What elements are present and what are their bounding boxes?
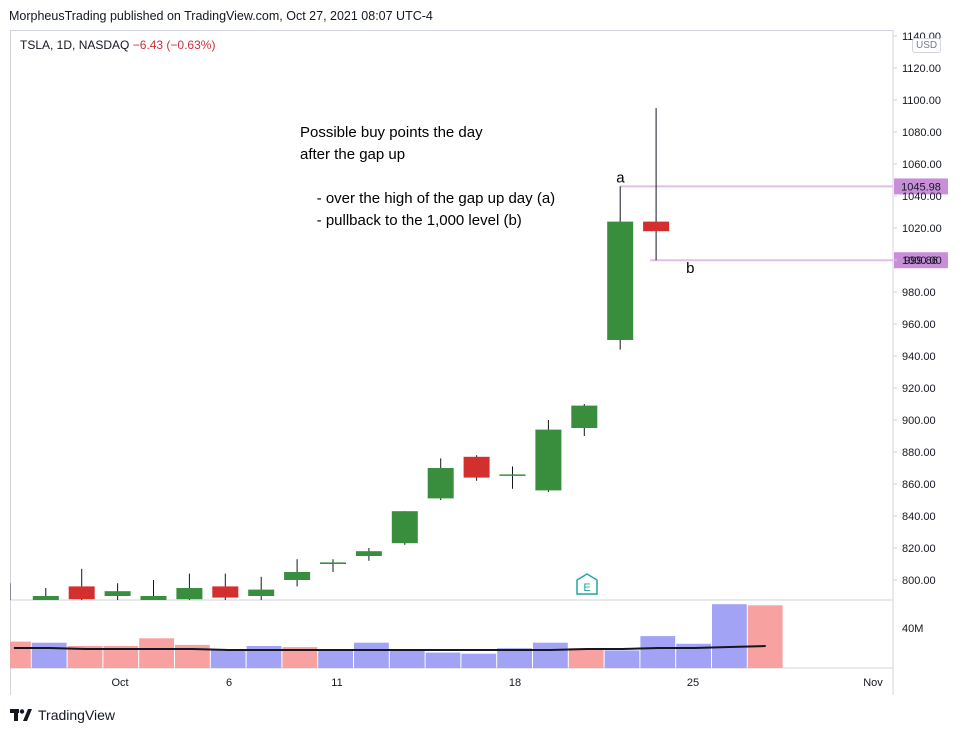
volume-bar <box>282 647 318 668</box>
tradingview-logo[interactable]: TradingView <box>10 707 115 723</box>
volume-bar <box>568 648 604 668</box>
volume-bar <box>10 641 31 668</box>
earnings-marker-shape <box>576 573 598 595</box>
volume-bar <box>712 604 747 668</box>
y-tick-label: 900.00 <box>902 415 936 427</box>
volume-tick-label: 40M <box>902 623 923 635</box>
candle-body <box>176 588 203 600</box>
candle-body <box>68 586 95 600</box>
y-tick-label: 1080.00 <box>902 127 942 139</box>
volume-bar <box>31 642 67 668</box>
chart-annotation-note: Possible buy points the day after the ga… <box>300 124 556 229</box>
y-tick-label: 1040.00 <box>902 191 942 203</box>
y-tick-label: 860.00 <box>902 479 936 491</box>
volume-bar <box>139 638 174 668</box>
y-tick-label: 920.00 <box>902 383 936 395</box>
volume-bar <box>210 649 246 668</box>
candle-body <box>320 562 346 564</box>
x-tick-label: Nov <box>863 677 883 689</box>
candle-body <box>104 591 131 596</box>
candle-body <box>0 609 23 612</box>
y-tick-label: 840.00 <box>902 511 936 523</box>
volume-bar <box>461 653 497 668</box>
y-tick-label: 880.00 <box>902 447 936 459</box>
candle-body <box>248 589 275 596</box>
level-marker-b: b <box>686 260 694 277</box>
currency-badge[interactable]: USD <box>912 38 942 53</box>
y-tick-label: 820.00 <box>902 543 936 555</box>
chart-frame <box>10 30 893 695</box>
y-tick-label: 960.00 <box>902 319 936 331</box>
volume-bar <box>604 650 640 668</box>
price-level-label-bg <box>894 178 948 195</box>
candle-body <box>643 221 670 232</box>
y-tick-label: 980.00 <box>902 287 936 299</box>
symbol-legend[interactable]: TSLA, 1D, NASDAQ −6.43 (−0.63%) <box>20 38 215 52</box>
candle-body <box>32 596 59 600</box>
brand-name: TradingView <box>38 707 116 723</box>
price-pane <box>0 108 893 612</box>
volume-bar <box>318 650 353 668</box>
x-tick-label: 25 <box>687 677 699 689</box>
volume-bar <box>533 642 568 668</box>
symbol-name: TSLA, 1D, NASDAQ <box>20 38 130 52</box>
price-level-label: 1045.98 <box>901 181 941 193</box>
volume-ma-line <box>13 645 766 651</box>
candle-body <box>607 221 634 340</box>
volume-bar <box>425 652 461 668</box>
candle-body <box>499 474 526 476</box>
candle-body <box>535 429 562 491</box>
price-level-label: 999.86 <box>904 255 938 267</box>
y-tick-label: 1000.00 <box>902 255 942 267</box>
x-tick-label: Oct <box>111 677 128 689</box>
x-tick-label: 11 <box>331 677 342 689</box>
volume-bar <box>246 646 282 668</box>
y-tick-label: 800.00 <box>902 575 936 587</box>
y-tick-label: 940.00 <box>902 351 936 363</box>
y-tick-label: 1060.00 <box>902 159 942 171</box>
y-tick-label: 1020.00 <box>902 223 942 235</box>
candle-body <box>463 456 490 478</box>
volume-bar <box>175 644 210 668</box>
volume-bar <box>497 648 532 668</box>
y-tick-label: 1100.00 <box>902 95 941 107</box>
x-tick-label: 18 <box>509 677 521 689</box>
candle-body <box>571 405 598 428</box>
volume-pane <box>10 604 783 668</box>
volume-bar <box>354 642 389 668</box>
price-change: −6.43 (−0.63%) <box>132 38 216 52</box>
candle-body <box>427 468 454 499</box>
candle-body <box>391 511 418 544</box>
earnings-marker-label: E <box>583 582 590 594</box>
volume-bar <box>640 636 676 668</box>
candle-body <box>355 551 382 556</box>
candle-body <box>284 572 311 580</box>
earnings-marker: E <box>576 573 598 595</box>
x-tick-label: 6 <box>226 677 232 689</box>
price-level-label-bg <box>894 252 948 269</box>
volume-bar <box>747 605 783 668</box>
level-marker-a: a <box>616 169 625 186</box>
volume-bar <box>103 646 139 668</box>
candle-body <box>140 596 167 600</box>
publisher-line: MorpheusTrading published on TradingView… <box>9 9 433 23</box>
y-tick-label: 1120.00 <box>902 63 941 75</box>
candle-body <box>212 586 239 598</box>
volume-bar <box>67 646 103 668</box>
tradingview-icon <box>10 709 32 721</box>
volume-bar <box>389 650 425 668</box>
